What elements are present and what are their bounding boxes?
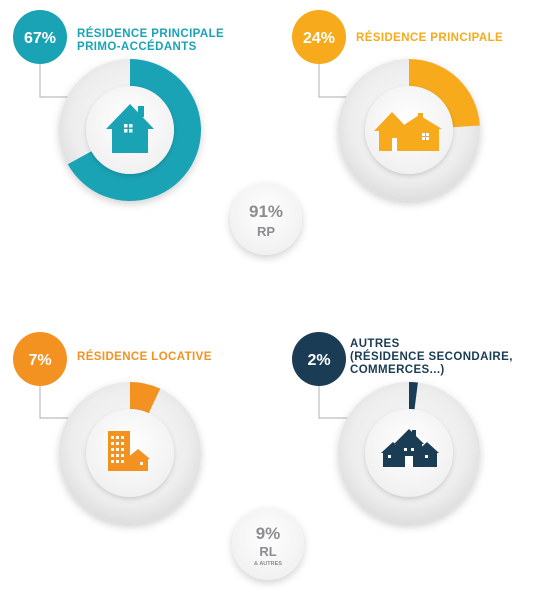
percent-badge [13, 332, 67, 386]
donut-slice-autres [409, 382, 418, 410]
percent-label: 7% [28, 352, 51, 369]
summary-sublabel: & AUTRES [254, 561, 282, 567]
percent-label: 24% [303, 30, 335, 47]
donut-slice-primo-accedants [67, 58, 202, 201]
donut-slice-residence-locative [130, 382, 161, 414]
percent-badge [13, 10, 67, 64]
house-icon [106, 104, 154, 153]
summary-badge-rl: 9% RL & AUTRES [232, 508, 304, 580]
summary-badge-rp: 91% RP [230, 183, 302, 255]
category-label-line: AUTRES [350, 338, 400, 350]
summary-value: 91% [249, 202, 283, 221]
town-houses-icon [381, 429, 439, 467]
percent-badge [292, 332, 346, 386]
pie-panel-residence-principale: 24% RÉSIDENCE PRINCIPALE [292, 10, 503, 201]
category-label-line: PRIMO-ACCÉDANTS [77, 40, 197, 53]
category-label: AUTRES (RÉSIDENCE SECONDAIRE, COMMERCES.… [350, 338, 516, 376]
pie-panel-autres: 2% AUTRES (RÉSIDENCE SECONDAIRE, COMMERC… [292, 332, 516, 524]
category-label: RÉSIDENCE LOCATIVE [77, 350, 212, 363]
percent-badge [292, 10, 346, 64]
two-houses-icon [374, 112, 442, 151]
summary-label: RP [257, 224, 275, 239]
category-label-line: RÉSIDENCE LOCATIVE [77, 350, 212, 363]
summary-label: RL [259, 544, 276, 559]
apartment-building-icon [108, 431, 150, 471]
percent-label: 2% [307, 352, 330, 369]
category-label: RÉSIDENCE PRINCIPALE PRIMO-ACCÉDANTS [77, 27, 228, 53]
category-label: RÉSIDENCE PRINCIPALE [356, 31, 503, 44]
donut-slice-residence-principale [409, 59, 480, 128]
pie-panel-primo-accedants: 67% RÉSIDENCE PRINCIPALE PRIMO-ACCÉDANTS [13, 10, 228, 201]
summary-value: 9% [256, 524, 281, 543]
percent-label: 67% [24, 30, 56, 47]
category-label-line: RÉSIDENCE PRINCIPALE [77, 27, 224, 40]
category-label-line: RÉSIDENCE PRINCIPALE [356, 31, 503, 44]
category-label-line: COMMERCES...) [350, 364, 445, 376]
pie-panel-residence-locative: 7% RÉSIDENCE LOCATIVE [13, 332, 212, 524]
category-label-line: (RÉSIDENCE SECONDAIRE, [350, 350, 513, 363]
